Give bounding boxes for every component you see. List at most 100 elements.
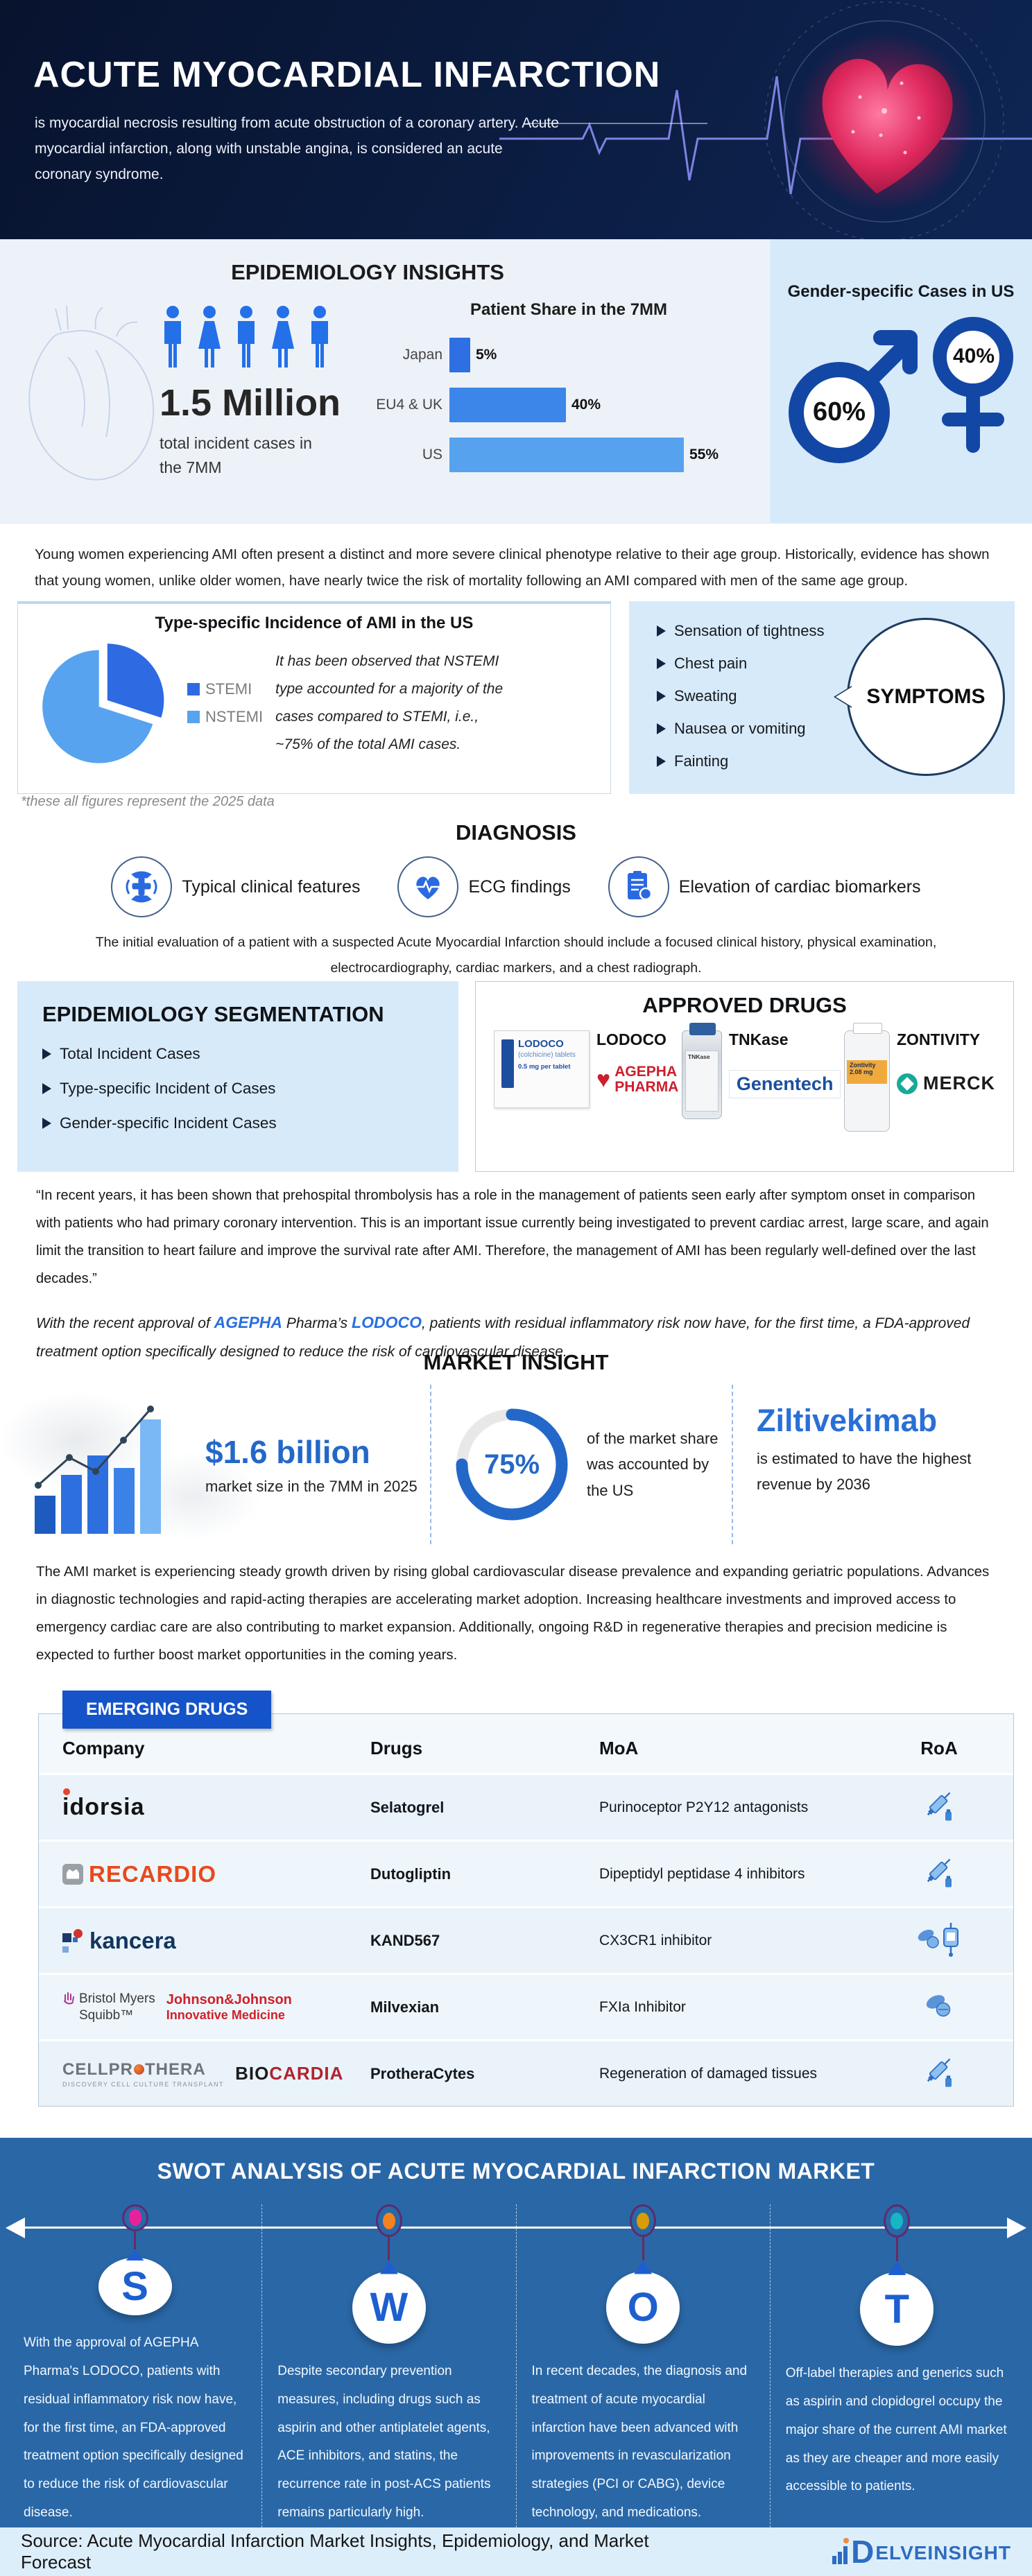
marker-stem (642, 2237, 644, 2261)
moa-text: Purinoceptor P2Y12 antagonists (599, 1799, 809, 1815)
swot-strengths-text: With the approval of AGEPHA Pharma's LOD… (24, 2335, 243, 2521)
pack-blue-bar (501, 1039, 514, 1088)
agepha-line1: AGEPHA (614, 1064, 678, 1080)
arrow-bullet-icon (657, 625, 666, 637)
delveinsight-orange-dot (843, 2538, 850, 2544)
marker-stem (134, 2231, 137, 2250)
delveinsight-d: D (851, 2533, 875, 2570)
legend-label: NSTEMI (205, 708, 264, 725)
timeline-right-arrow-icon (1007, 2218, 1026, 2238)
brand-agepha: AGEPHA (214, 1313, 283, 1331)
gender-panel-title: Gender-specific Cases in US (787, 282, 1015, 301)
swot-letter-s: S (98, 2258, 172, 2316)
table-row: CELLPR THERA DISCOVERY CELL CULTURE TRANS… (39, 2039, 1013, 2106)
market-insight-title: MARKET INSIGHT (423, 1350, 609, 1374)
female-person-icon (198, 306, 221, 368)
vial-cap (689, 1023, 716, 1035)
ecg-line-graphic (499, 76, 1032, 195)
timeline-marker-w (375, 2204, 402, 2238)
timeline-marker-o (630, 2204, 657, 2238)
teardrop-icon (888, 2261, 906, 2275)
emerging-drugs-table: Company Drugs MoA RoA idorsia Selatogrel… (38, 1713, 1014, 2107)
pills-icon (926, 1995, 951, 2017)
pills-iv-icon (918, 1923, 958, 1957)
market-size-label: market size in the 7MM in 2025 (205, 1478, 418, 1495)
bms-line2: Squibb™ (79, 2007, 134, 2023)
market-paragraph: The AMI market is experiencing steady gr… (36, 1564, 990, 1663)
male-person-icon (164, 306, 181, 368)
syringe-icon (927, 1858, 952, 1887)
company-name: kancera (89, 1927, 176, 1953)
young-women-paragraph: Young women experiencing AMI often prese… (0, 524, 1032, 601)
quote-section: “In recent years, it has been shown that… (0, 1172, 1032, 1387)
type-and-symptoms-row: Type-specific Incidence of AMI in the US… (0, 601, 1032, 794)
segmentation-title: EPIDEMIOLOGY SEGMENTATION (42, 1002, 384, 1026)
diagnosis-item-label: Elevation of cardiac biomarkers (678, 876, 921, 897)
bms-jj-logos: Bristol Myers Squibb™ Johnson&Johnson Inn… (62, 1991, 370, 2024)
segmentation-item: Total Incident Cases (42, 1045, 433, 1063)
bar-label: EU4 & UK (376, 397, 442, 413)
type-specific-title: Type-specific Incidence of AMI in the US (155, 614, 474, 632)
symptom-item: Chest pain (657, 655, 1015, 673)
top-drug-block: Ziltivekimab is estimated to have the hi… (732, 1385, 1030, 1544)
marker-stem (895, 2238, 898, 2261)
drug-name: ProtheraCytes (370, 2064, 475, 2082)
idorsia-logo: idorsia (62, 1788, 144, 1820)
merck-wordmark: MERCK (923, 1073, 995, 1093)
symptom-item: Nausea or vomiting (657, 720, 1015, 738)
symptom-item: Sweating (657, 687, 1015, 705)
patient-share-chart: Patient Share in the 7MM Japan 5% EU4 & … (368, 239, 770, 523)
pie-legend: STEMI NSTEMI (187, 680, 263, 726)
syringe-icon (927, 2058, 952, 2087)
swot-letter-t: T (860, 2272, 934, 2346)
total-incident-label: total incident cases in the 7MM (160, 434, 312, 476)
jj-line2: Innovative Medicine (166, 2008, 285, 2022)
drug-name: Milvexian (370, 1998, 440, 2016)
swot-letter-o: O (606, 2271, 680, 2344)
swot-opportunities-text: In recent decades, the diagnosis and tre… (531, 2363, 748, 2521)
table-row: Bristol Myers Squibb™ Johnson&Johnson Inn… (39, 1973, 1013, 2039)
arrow-bullet-icon (42, 1083, 51, 1094)
table-row: kancera KAND567 CX3CR1 inhibitor (39, 1906, 1013, 1973)
male-symbol-icon (789, 330, 918, 463)
bar-row-us: US 55% (368, 438, 770, 472)
cellprothera-text-left: CELLPR (62, 2059, 133, 2079)
heart-ecg-icon (397, 856, 459, 917)
bottle-cap (853, 1023, 882, 1034)
header: ACUTE MYOCARDIAL INFARCTION is myocardia… (0, 0, 1032, 239)
column-header-drugs: Drugs (370, 1738, 423, 1758)
teardrop-icon (379, 2260, 398, 2274)
male-person-icon (311, 306, 328, 368)
female-person-icon (272, 306, 294, 368)
diagnosis-item: Typical clinical features (111, 856, 360, 917)
arrow-bullet-icon (657, 756, 666, 767)
stemi-swatch (187, 683, 200, 695)
bristol-myers-squibb-logo: Bristol Myers Squibb™ (62, 1991, 155, 2024)
bottle-label: Zontivity 2.08 mg (847, 1060, 887, 1084)
pack-dose: 0.5 mg per tablet (518, 1063, 571, 1071)
legend-item-nstemi: NSTEMI (187, 708, 263, 726)
segmentation-label: Total Incident Cases (60, 1045, 200, 1062)
segmentation-item: Type-specific Incident of Cases (42, 1080, 433, 1098)
idorsia-dot-icon (63, 1788, 70, 1795)
heart-graphic (764, 1, 1004, 239)
kancera-logo: kancera (62, 1928, 370, 1954)
epidemiology-title: EPIDEMIOLOGY INSIGHTS (231, 260, 504, 284)
biocardia-cardia: CARDIA (269, 2063, 344, 2084)
segmentation-approved-row: EPIDEMIOLOGY SEGMENTATION Total Incident… (0, 981, 1032, 1172)
emerging-drugs-header-badge: EMERGING DRUGS (62, 1691, 272, 1729)
symptom-label: Nausea or vomiting (674, 720, 806, 737)
cellprothera-text-right: THERA (145, 2059, 206, 2079)
column-header-company: Company (62, 1738, 145, 1758)
legend-item-stemi: STEMI (187, 680, 263, 698)
moa-text: Regeneration of damaged tissues (599, 2065, 818, 2082)
page-title: ACUTE MYOCARDIAL INFARCTION (33, 55, 661, 95)
biomarker-report-icon (608, 856, 669, 917)
symptoms-bubble: SYMPTOMS (847, 618, 1005, 776)
diagnosis-item-label: Typical clinical features (182, 876, 361, 897)
market-size-block: $1.6 billion market size in the 7MM in 2… (0, 1385, 430, 1544)
timeline-left-arrow-icon (6, 2218, 25, 2238)
drug-name: LODOCO (596, 1030, 666, 1048)
kancera-icon (62, 1928, 83, 1953)
type-specific-pie-chart (42, 643, 164, 763)
